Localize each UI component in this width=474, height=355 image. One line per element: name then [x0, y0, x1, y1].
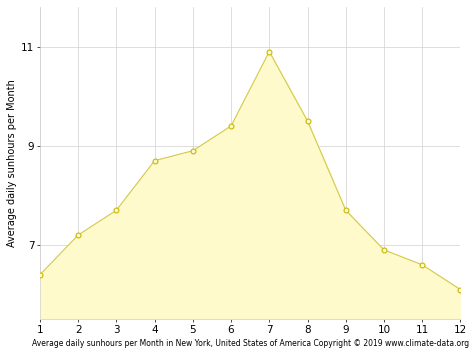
X-axis label: Average daily sunhours per Month in New York, United States of America Copyright: Average daily sunhours per Month in New … [32, 339, 469, 348]
Y-axis label: Average daily sunhours per Month: Average daily sunhours per Month [7, 79, 17, 247]
